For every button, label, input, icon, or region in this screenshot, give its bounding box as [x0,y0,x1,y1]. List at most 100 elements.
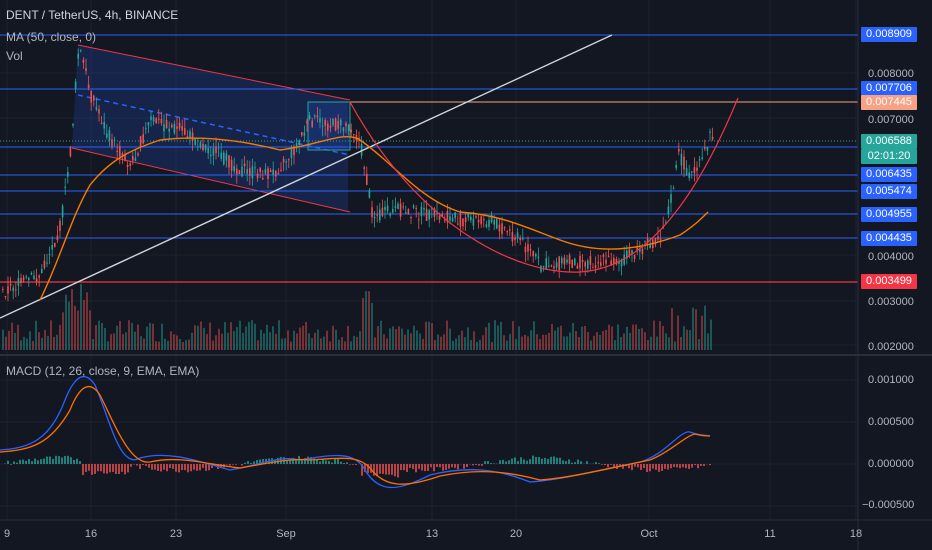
volume-bar [167,340,169,350]
candle-body [480,216,482,225]
candle-body [537,256,540,259]
candle-body [93,95,95,101]
volume-bar [680,336,682,350]
macd-histogram-bar [118,464,120,475]
price-tag-level[interactable]: 0.006435 [861,167,917,182]
macd-histogram-bar [637,464,639,468]
candle-body [316,115,319,118]
candle-body [683,156,685,170]
candle-body [236,168,238,175]
macd-histogram-bar [235,464,237,465]
macd-histogram-bar [523,459,525,464]
candle-body [342,127,345,132]
horizontal-levels[interactable] [0,34,858,283]
volume-bar [86,292,88,350]
volume-bar [335,329,337,350]
volume-bar [614,340,616,350]
macd-histogram-bar [199,464,201,471]
candle-body [298,140,300,145]
macd-histogram-bar [160,464,162,472]
volume-bar [611,326,613,350]
macd-histogram-bar [94,464,96,474]
price-tag-level[interactable]: 0.003499 [861,274,917,289]
volume-bar [368,291,370,350]
candle-body [516,232,519,238]
macd-histogram-bar [91,464,93,475]
candle-body [319,118,321,123]
candle-body [311,120,313,127]
regression-channel[interactable] [71,44,351,213]
volume-bar [5,336,7,350]
candle-body [488,219,490,227]
volume-bar [65,294,67,350]
macd-histogram-bar [316,458,318,464]
macd-histogram-bar [154,464,156,470]
price-tag-level[interactable]: 0.004955 [861,207,917,222]
macd-histogram-bar [427,464,429,471]
volume-bar [290,341,292,350]
macd-histogram-bar [25,460,27,464]
price-tag-last[interactable]: 0.006588 [861,134,917,149]
macd-histogram-bar [622,464,624,469]
macd-histogram-bar [418,464,420,469]
drawing-overlays[interactable] [0,34,739,319]
price-tag-target[interactable]: 0.007445 [861,95,917,110]
volume-bar [101,323,103,350]
candle-body [327,123,329,131]
volume-bar [605,329,607,350]
candle-body [667,206,670,214]
price-tag-level[interactable]: 0.005474 [861,184,917,199]
candle-body [394,206,397,208]
volume-bar [419,333,421,350]
macd-histogram-bar [604,464,606,466]
candle-body [444,219,446,221]
volume-indicator-label[interactable]: Vol [6,49,23,63]
volume-bar [254,323,256,350]
candle-body [48,254,51,256]
volume-bar [527,336,529,350]
candle-body [160,119,163,124]
macd-histogram-bar [205,464,207,471]
macd-histogram-bar [544,457,546,464]
macd-histogram-bar [13,461,15,464]
volume-bar [239,320,241,350]
price-tag-level[interactable]: 0.008909 [861,27,917,42]
volume-bar [704,305,706,350]
volume-bar [428,321,430,350]
time-axis-label: Sep [276,528,296,540]
volume-bar [425,321,427,350]
macd-histogram-bar [391,464,393,475]
macd-histogram-bar [22,459,24,464]
price-tag-level[interactable]: 0.007706 [861,81,917,96]
volume-bar [653,320,655,350]
ma-indicator-label[interactable]: MA (50, close, 0) [6,30,97,44]
macd-histogram-bar [70,457,72,464]
candle-body [212,147,215,156]
volume-bar [242,332,244,350]
macd-histogram-bar [412,464,414,470]
candle-body [685,168,688,175]
candle-body [535,253,537,257]
volume-bar [269,332,271,350]
macd-histogram-bar [658,464,660,472]
symbol-title[interactable]: DENT / TetherUS, 4h, BINANCE [6,8,179,22]
moving-average-line [39,136,709,301]
volume-bar [530,330,532,350]
volume-bar [644,332,646,350]
macd-histogram-bar [166,464,168,472]
candle-body [121,153,124,156]
candle-body [415,208,417,210]
macd-indicator-label[interactable]: MACD (12, 26, close, 9, EMA, EMA) [6,364,200,378]
candle-body [173,123,176,134]
candle-body [675,164,677,169]
candle-body [558,256,560,271]
macd-histogram-bar [430,464,432,468]
candle-body [633,254,636,259]
price-tag-level[interactable]: 0.004435 [861,231,917,246]
volume-bar [458,335,460,350]
candle-body [293,146,295,156]
macd-histogram-bar [184,464,186,471]
candle-body [158,118,160,120]
